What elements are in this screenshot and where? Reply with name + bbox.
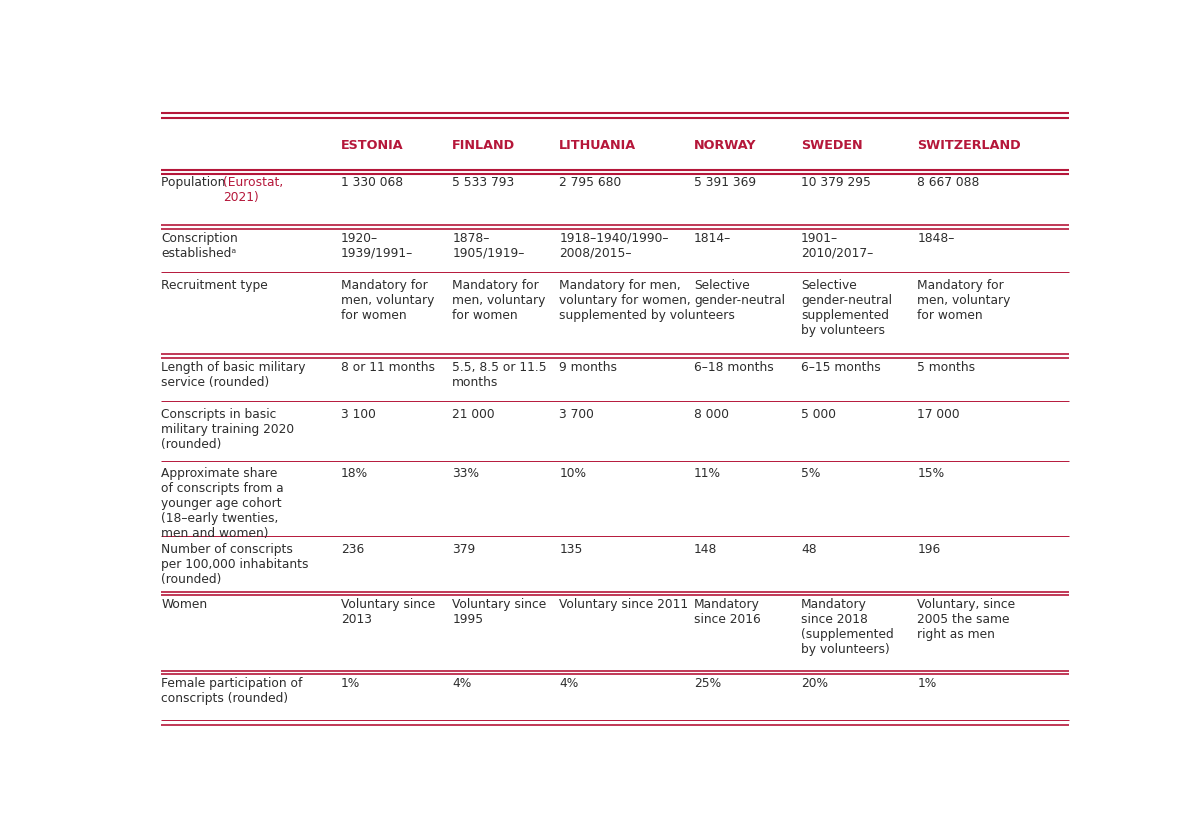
Text: 3 700: 3 700	[559, 407, 594, 421]
Text: Conscription
establishedᵃ: Conscription establishedᵃ	[161, 232, 238, 260]
Text: 8 667 088: 8 667 088	[917, 176, 979, 189]
Text: 25%: 25%	[694, 677, 721, 690]
Text: Women: Women	[161, 598, 208, 611]
Text: Recruitment type: Recruitment type	[161, 279, 268, 291]
Text: Voluntary, since
2005 the same
right as men: Voluntary, since 2005 the same right as …	[917, 598, 1015, 641]
Text: 15%: 15%	[917, 467, 944, 481]
Text: 8 000: 8 000	[694, 407, 730, 421]
Text: 17 000: 17 000	[917, 407, 960, 421]
Text: 5 months: 5 months	[917, 361, 976, 374]
Text: 48: 48	[802, 542, 817, 556]
Text: 10 379 295: 10 379 295	[802, 176, 871, 189]
Text: 1878–
1905/1919–: 1878– 1905/1919–	[452, 232, 524, 260]
Text: 4%: 4%	[452, 677, 472, 690]
Text: 3 100: 3 100	[341, 407, 376, 421]
Text: 5.5, 8.5 or 11.5
months: 5.5, 8.5 or 11.5 months	[452, 361, 547, 389]
Text: 1814–: 1814–	[694, 232, 731, 245]
Text: Number of conscripts
per 100,000 inhabitants
(rounded): Number of conscripts per 100,000 inhabit…	[161, 542, 308, 585]
Text: 18%: 18%	[341, 467, 367, 481]
Text: SWEDEN: SWEDEN	[802, 139, 863, 151]
Text: Voluntary since 2011: Voluntary since 2011	[559, 598, 689, 611]
Text: 5 000: 5 000	[802, 407, 836, 421]
Text: 21 000: 21 000	[452, 407, 494, 421]
Text: Selective
gender-neutral: Selective gender-neutral	[694, 279, 785, 307]
Text: 1920–
1939/1991–: 1920– 1939/1991–	[341, 232, 413, 260]
Text: Voluntary since
2013: Voluntary since 2013	[341, 598, 434, 626]
Text: 1%: 1%	[341, 677, 360, 690]
Text: Mandatory for men,
voluntary for women,
supplemented by volunteers: Mandatory for men, voluntary for women, …	[559, 279, 736, 322]
Text: 135: 135	[559, 542, 582, 556]
Text: 379: 379	[452, 542, 475, 556]
Text: 10%: 10%	[559, 467, 587, 481]
Text: ESTONIA: ESTONIA	[341, 139, 403, 151]
Text: 5 533 793: 5 533 793	[452, 176, 515, 189]
Text: 5 391 369: 5 391 369	[694, 176, 756, 189]
Text: FINLAND: FINLAND	[452, 139, 515, 151]
Text: 148: 148	[694, 542, 718, 556]
Text: Female participation of
conscripts (rounded): Female participation of conscripts (roun…	[161, 677, 302, 705]
Text: Selective
gender-neutral
supplemented
by volunteers: Selective gender-neutral supplemented by…	[802, 279, 892, 337]
Text: Population: Population	[161, 176, 229, 189]
Text: 4%: 4%	[559, 677, 578, 690]
Text: 1918–1940/1990–
2008/2015–: 1918–1940/1990– 2008/2015–	[559, 232, 668, 260]
Text: 2 795 680: 2 795 680	[559, 176, 622, 189]
Text: Mandatory
since 2018
(supplemented
by volunteers): Mandatory since 2018 (supplemented by vo…	[802, 598, 894, 657]
Text: 1848–: 1848–	[917, 232, 955, 245]
Text: Approximate share
of conscripts from a
younger age cohort
(18–early twenties,
me: Approximate share of conscripts from a y…	[161, 467, 283, 540]
Text: Mandatory for
men, voluntary
for women: Mandatory for men, voluntary for women	[452, 279, 546, 322]
Text: (Eurostat,
2021): (Eurostat, 2021)	[223, 176, 283, 204]
Text: 9 months: 9 months	[559, 361, 617, 374]
Text: 11%: 11%	[694, 467, 721, 481]
Text: Mandatory for
men, voluntary
for women: Mandatory for men, voluntary for women	[917, 279, 1010, 322]
Text: 6–18 months: 6–18 months	[694, 361, 774, 374]
Text: 1901–
2010/2017–: 1901– 2010/2017–	[802, 232, 874, 260]
Text: 1 330 068: 1 330 068	[341, 176, 403, 189]
Text: Conscripts in basic
military training 2020
(rounded): Conscripts in basic military training 20…	[161, 407, 294, 451]
Text: NORWAY: NORWAY	[694, 139, 756, 151]
Text: 1%: 1%	[917, 677, 936, 690]
Text: 5%: 5%	[802, 467, 821, 481]
Text: 8 or 11 months: 8 or 11 months	[341, 361, 434, 374]
Text: SWITZERLAND: SWITZERLAND	[917, 139, 1021, 151]
Text: 20%: 20%	[802, 677, 828, 690]
Text: Mandatory for
men, voluntary
for women: Mandatory for men, voluntary for women	[341, 279, 434, 322]
Text: 6–15 months: 6–15 months	[802, 361, 881, 374]
Text: Mandatory
since 2016: Mandatory since 2016	[694, 598, 761, 626]
Text: 33%: 33%	[452, 467, 479, 481]
Text: LITHUANIA: LITHUANIA	[559, 139, 636, 151]
Text: Voluntary since
1995: Voluntary since 1995	[452, 598, 546, 626]
Text: 196: 196	[917, 542, 941, 556]
Text: Length of basic military
service (rounded): Length of basic military service (rounde…	[161, 361, 306, 389]
Text: 236: 236	[341, 542, 364, 556]
